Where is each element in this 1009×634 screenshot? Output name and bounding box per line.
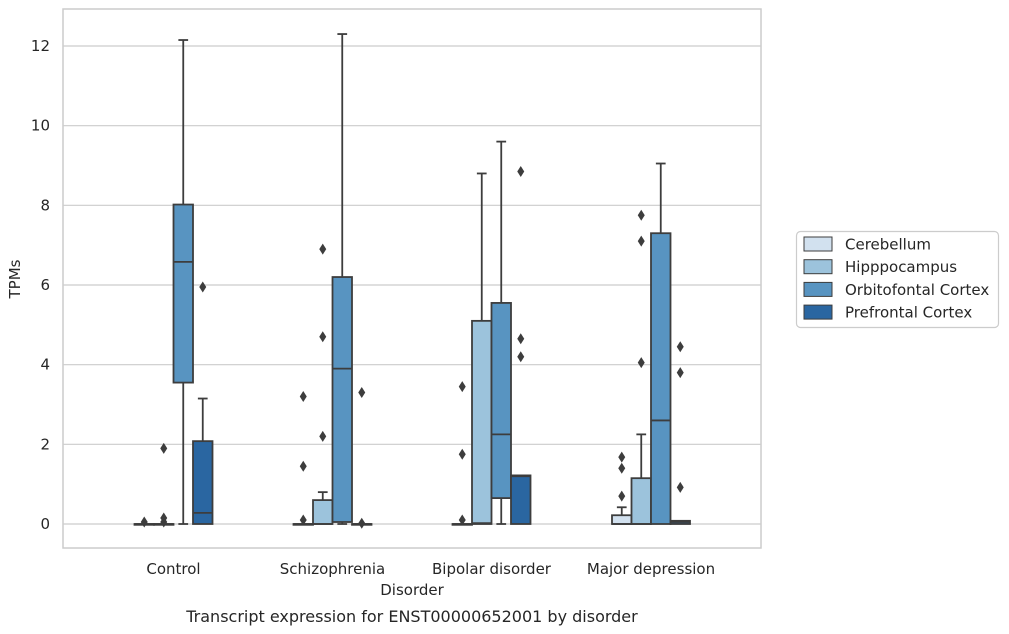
box-0-0: [133, 516, 155, 528]
outlier-point: [676, 481, 684, 493]
outlier-point: [618, 490, 626, 502]
box-1-3: [630, 209, 652, 525]
x-tick-label: Bipolar disorder: [432, 560, 552, 578]
box-1-1: [312, 243, 334, 525]
box-3-3: [669, 341, 691, 525]
legend-label: Hipppocampus: [845, 258, 957, 276]
box-0-1: [292, 391, 314, 526]
box-body: [611, 514, 633, 525]
legend-label: Cerebellum: [845, 236, 931, 254]
box-3-1: [351, 387, 373, 529]
outlier-point: [299, 391, 307, 403]
outlier-point: [199, 281, 207, 293]
outlier-point: [637, 235, 645, 247]
box-body: [471, 319, 493, 525]
outlier-point: [676, 341, 684, 353]
outlier-point: [676, 367, 684, 379]
legend-label: Orbitofontal Cortex: [845, 281, 989, 299]
y-tick-label: 4: [40, 356, 50, 374]
outlier-point: [517, 333, 525, 345]
plot-frame: [62, 8, 762, 549]
box-3-0: [192, 281, 214, 525]
box-2-3: [650, 162, 672, 525]
box-body: [192, 440, 214, 525]
box-2-1: [331, 33, 353, 525]
outlier-point: [160, 512, 168, 524]
box-1-2: [471, 172, 493, 525]
legend-swatch: [803, 236, 833, 252]
outlier-point: [319, 430, 327, 442]
outlier-point: [618, 462, 626, 474]
legend-swatch: [803, 304, 833, 320]
outlier-point: [160, 442, 168, 454]
box-body: [630, 477, 652, 525]
box-2-0: [172, 39, 194, 525]
x-axis-label: Disorder: [380, 581, 444, 599]
outlier-point: [140, 516, 148, 528]
box-body: [312, 499, 334, 525]
box-body: [172, 203, 194, 384]
x-tick-label: Control: [146, 560, 200, 578]
outlier-point: [517, 351, 525, 363]
box-3-2: [510, 165, 532, 525]
box-groups: [133, 33, 691, 529]
box-0-3: [611, 451, 633, 525]
box-body: [490, 302, 512, 500]
outlier-point: [299, 514, 307, 526]
box-1-0: [153, 442, 175, 528]
box-2-2: [490, 140, 512, 525]
chart-caption: Transcript expression for ENST0000065200…: [185, 607, 638, 626]
outlier-point: [319, 243, 327, 255]
tick-labels: 0 2 4 6 8 10 12 Control Schizophrenia Bipolar dis…: [31, 37, 715, 578]
y-axis-label: TPMs: [6, 259, 24, 299]
outlier-point: [618, 451, 626, 463]
outlier-point: [637, 209, 645, 221]
y-tick-label: 10: [31, 117, 50, 135]
x-tick-label: Schizophrenia: [280, 560, 385, 578]
y-tick-label: 6: [40, 276, 50, 294]
box-body: [510, 474, 532, 525]
legend-swatch: [803, 259, 833, 275]
y-tick-label: 12: [31, 37, 50, 55]
box-0-2: [451, 381, 473, 526]
outlier-point: [458, 514, 466, 526]
outlier-point: [637, 357, 645, 369]
outlier-point: [358, 517, 366, 529]
legend-swatch: [803, 281, 833, 297]
box-body: [650, 232, 672, 525]
legend: Cerebellum Hipppocampus Orbitofontal Corte…: [795, 230, 1000, 329]
y-tick-label: 8: [40, 196, 50, 214]
outlier-point: [358, 387, 366, 399]
outlier-point: [299, 460, 307, 472]
x-tick-label: Major depression: [587, 560, 715, 578]
legend-label: Prefrontal Cortex: [845, 304, 972, 322]
y-tick-label: 0: [40, 515, 50, 533]
outlier-point: [458, 448, 466, 460]
legend-frame: [795, 230, 1000, 329]
box-body: [331, 276, 353, 523]
outlier-point: [517, 165, 525, 177]
outlier-point: [319, 331, 327, 343]
y-tick-label: 2: [40, 435, 50, 453]
outlier-point: [458, 381, 466, 393]
